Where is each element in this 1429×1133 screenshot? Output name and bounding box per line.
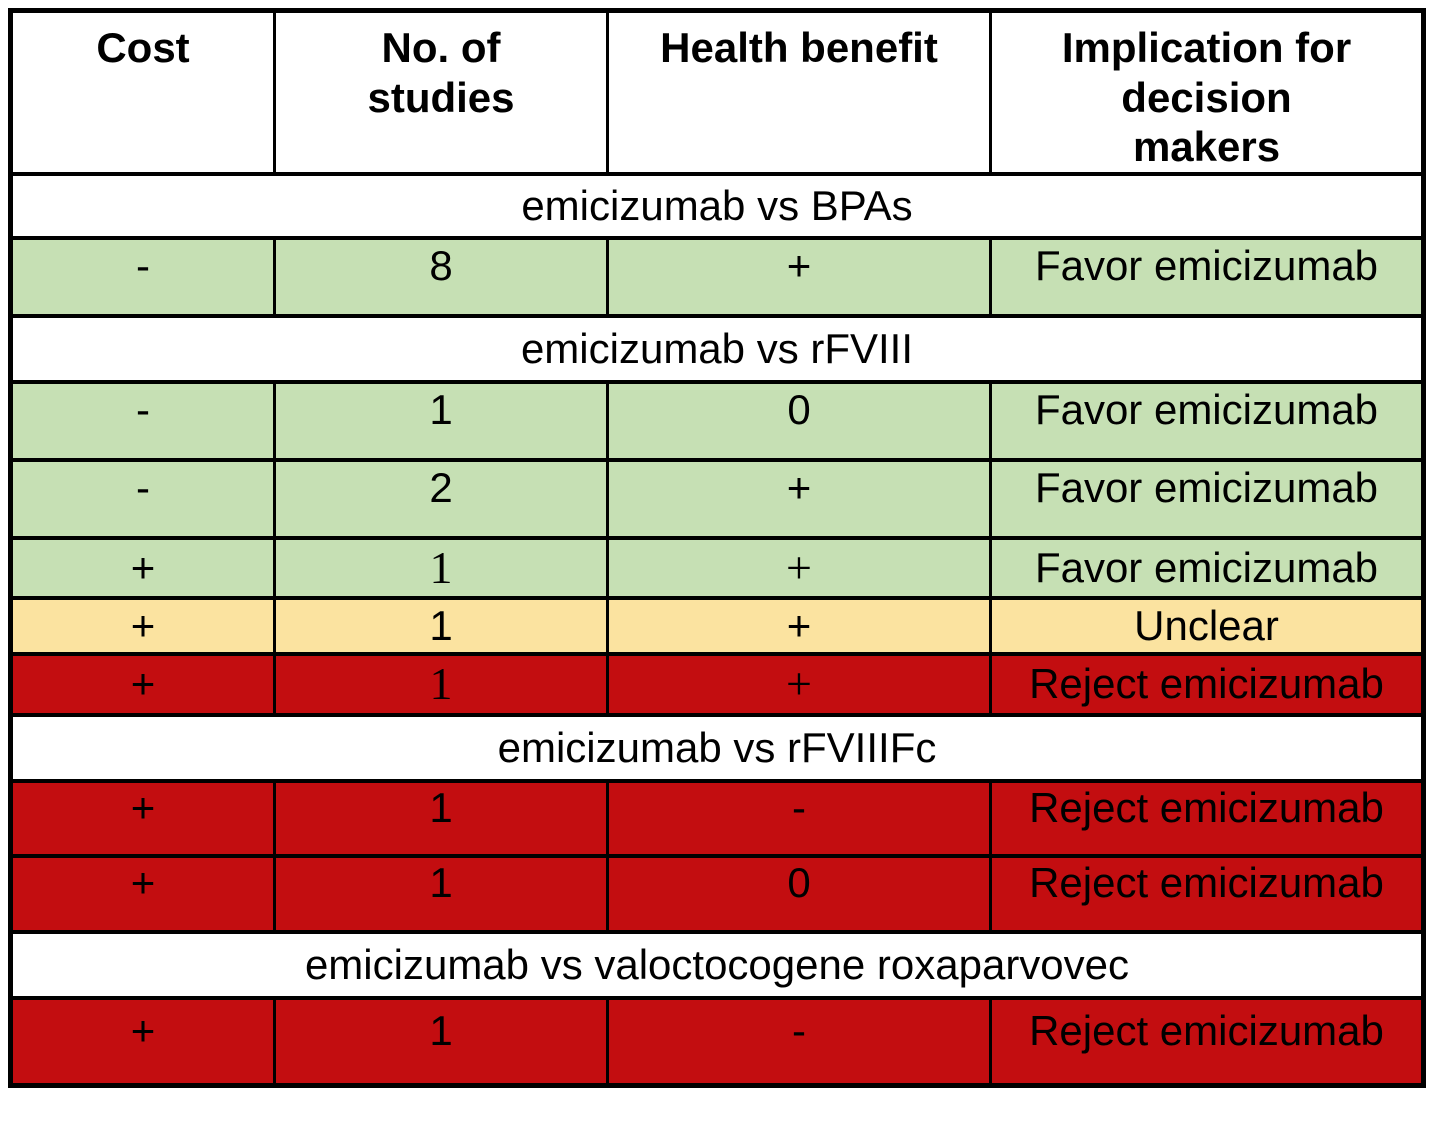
table-row: + 1 + Reject emicizumab [9, 651, 1425, 717]
section-title: emicizumab vs rFVIII [9, 313, 1425, 384]
studies-cell: 1 [273, 995, 609, 1088]
implication-cell: Reject emicizumab [989, 778, 1425, 859]
header-cell-no-of-studies: No. of studies [273, 8, 609, 176]
section-title: emicizumab vs rFVIIIFc [9, 712, 1425, 783]
studies-cell: 1 [273, 651, 609, 717]
studies-cell: 2 [273, 457, 609, 540]
studies-cell: 8 [273, 235, 609, 318]
studies-cell: 1 [273, 535, 609, 600]
implication-cell: Reject emicizumab [989, 854, 1425, 934]
implication-cell: Favor emicizumab [989, 457, 1425, 540]
table-row: + 1 - Reject emicizumab [9, 778, 1425, 859]
benefit-cell: + [606, 595, 992, 656]
implication-cell: Favor emicizumab [989, 235, 1425, 318]
implication-cell: Favor emicizumab [989, 535, 1425, 600]
cost-cell: + [9, 995, 276, 1088]
implication-cell: Reject emicizumab [989, 995, 1425, 1088]
cost-cell: + [9, 535, 276, 600]
benefit-cell: 0 [606, 854, 992, 934]
header-cell-implication: Implication for decision makers [989, 8, 1425, 176]
header-cell-health-benefit: Health benefit [606, 8, 992, 176]
benefit-cell: + [606, 457, 992, 540]
section-row-valoctocogene: emicizumab vs valoctocogene roxaparvovec [9, 929, 1425, 1000]
section-row-bpas: emicizumab vs BPAs [9, 171, 1425, 240]
section-title: emicizumab vs BPAs [9, 171, 1425, 240]
implication-cell: Unclear [989, 595, 1425, 656]
cost-cell: - [9, 379, 276, 462]
benefit-cell: + [606, 651, 992, 717]
table-row: - 2 + Favor emicizumab [9, 457, 1425, 540]
cost-cell: + [9, 854, 276, 934]
section-row-rfviii: emicizumab vs rFVIII [9, 313, 1425, 384]
studies-cell: 1 [273, 379, 609, 462]
benefit-cell: + [606, 235, 992, 318]
header-cell-cost: Cost [9, 8, 276, 176]
table-row: + 1 0 Reject emicizumab [9, 854, 1425, 934]
cost-cell: + [9, 778, 276, 859]
table-header-row: Cost No. of studies Health benefit Impli… [9, 8, 1425, 176]
cost-cell: + [9, 651, 276, 717]
benefit-cell: - [606, 995, 992, 1088]
studies-cell: 1 [273, 595, 609, 656]
cost-cell: - [9, 235, 276, 318]
studies-cell: 1 [273, 778, 609, 859]
cost-benefit-summary-table: Cost No. of studies Health benefit Impli… [8, 8, 1426, 1089]
benefit-cell: - [606, 778, 992, 859]
benefit-cell: 0 [606, 379, 992, 462]
implication-cell: Reject emicizumab [989, 651, 1425, 717]
table-row: + 1 - Reject emicizumab [9, 995, 1425, 1088]
section-title: emicizumab vs valoctocogene roxaparvovec [9, 929, 1425, 1000]
implication-cell: Favor emicizumab [989, 379, 1425, 462]
table-row: + 1 + Favor emicizumab [9, 535, 1425, 600]
studies-cell: 1 [273, 854, 609, 934]
table-row: - 1 0 Favor emicizumab [9, 379, 1425, 462]
cost-cell: - [9, 457, 276, 540]
section-row-rfviiifc: emicizumab vs rFVIIIFc [9, 712, 1425, 783]
cost-cell: + [9, 595, 276, 656]
table-row: - 8 + Favor emicizumab [9, 235, 1425, 318]
benefit-cell: + [606, 535, 992, 600]
table-row: + 1 + Unclear [9, 595, 1425, 656]
